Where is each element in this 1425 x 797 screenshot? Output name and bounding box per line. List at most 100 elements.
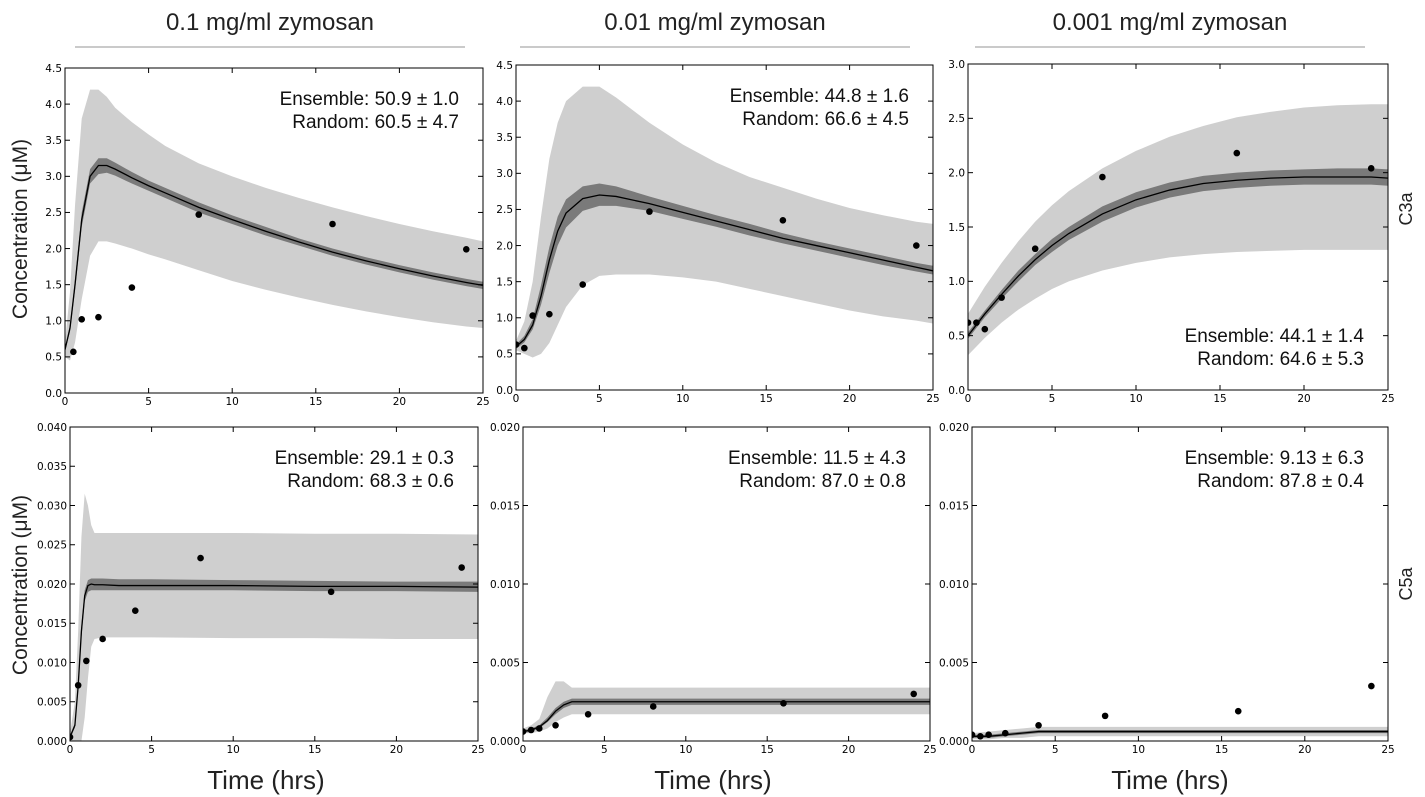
panel-c5a-col3-data-point [972, 731, 976, 739]
panel-c5a-col2-ytick-label: 0.005 [490, 657, 520, 669]
panel-c3a-col2-ytick-label: 0.5 [496, 349, 513, 361]
panel-c3a-col3-data-point [1367, 165, 1375, 172]
panel-c3a-col2-xtick-label: 0 [513, 393, 520, 405]
panel-c3a-col1-ytick-label: 0.5 [45, 352, 62, 364]
panel-c5a-col2-xtick-label: 0 [520, 744, 527, 756]
panel-c5a-col2-xtick-label: 5 [601, 744, 608, 756]
panel-c3a-col2-data-point [546, 310, 553, 318]
ylabel-top: Concentration (μM) [9, 139, 32, 319]
panel-c5a-col3-xtick-label: 25 [1381, 744, 1394, 756]
panel-c5a-col3-annotation-random: Random: 87.8 ± 0.4 [1197, 471, 1364, 492]
panel-c3a-col3-data-point [998, 294, 1005, 301]
panel-c3a-col3-data-point [1031, 245, 1039, 253]
panel-c5a-col3-ytick-label: 0.005 [939, 657, 969, 669]
panel-c3a-col3-ytick-label: 3.0 [948, 59, 965, 71]
panel-c3a-col2-xtick-label: 25 [926, 393, 939, 405]
panel-c5a-col1-data-point [327, 588, 335, 596]
panel-c5a-col1-mean-line [70, 583, 478, 738]
panel-c3a-col2-annotation-ensemble: Ensemble: 44.8 ± 1.6 [730, 86, 909, 107]
panel-c5a-col1-data-point [131, 607, 139, 614]
panel-c5a-col2-ytick-label: 0.010 [490, 579, 520, 591]
panel-c3a-col3-xtick-label: 5 [1049, 393, 1056, 405]
panel-c3a-col3-ytick-label: 1.5 [948, 222, 965, 234]
panel-c3a-col2-data-point [579, 281, 587, 288]
column-title-1: 0.1 mg/ml zymosan [166, 9, 374, 36]
panel-c5a-col1-ytick-label: 0.000 [37, 736, 67, 748]
panel-c3a-col3-ytick-label: 2.5 [948, 113, 965, 125]
panel-c3a-col1-ytick-label: 4.0 [45, 99, 62, 111]
row-label-c3a: C3a [1396, 192, 1416, 226]
panel-c3a-col3-xtick-label: 25 [1381, 393, 1394, 405]
panel-c3a-col1-data-point [70, 348, 77, 356]
panel-c5a-col3-data-point [1368, 682, 1375, 690]
panel-c3a-col1-data-point [78, 316, 86, 323]
panel-c5a-col1-ytick-label: 0.005 [37, 697, 67, 709]
panel-c3a-col1-mean-line [65, 164, 483, 350]
panel-c3a-col1-ytick-label: 2.0 [45, 243, 62, 255]
panel-c3a-col1-plot-area [65, 89, 483, 361]
panel-c3a-col2-data-point [646, 208, 653, 215]
panel-c5a-col1-xtick-label: 20 [390, 744, 403, 756]
panel-c3a-col1-xtick-label: 20 [393, 396, 406, 408]
panel-c3a-col2-ytick-label: 4.0 [496, 96, 513, 108]
panel-c3a-col1-ytick-label: 0.0 [45, 388, 62, 400]
panel-c5a-col1-data-point [197, 554, 204, 562]
panel-c3a-col2-ytick-label: 1.0 [496, 313, 513, 325]
panel-c5a-col3-data-point [1234, 707, 1242, 715]
panel-c5a-col1-ytick-label: 0.025 [37, 540, 67, 552]
panel-c3a-col3-data-point [968, 319, 972, 326]
panel-c3a-col2-data-point [521, 344, 528, 352]
panel-c3a-col1-ytick-label: 1.0 [45, 316, 62, 328]
panel-c3a-col2-ytick-label: 1.5 [496, 276, 513, 288]
column-title-2: 0.01 mg/ml zymosan [604, 9, 825, 36]
xlabel-col-3: Time (hrs) [1111, 765, 1228, 795]
panel-c5a-col3-ytick-label: 0.010 [939, 579, 969, 591]
panel-c5a-col3-data-point [1001, 729, 1009, 737]
subplot-grid: 0 5 10 15 20 25 0.0 0.5 1.0 1.5 2.0 2.5 3.0 3.5 4.0 4.5… [37, 59, 1395, 756]
panel-c3a-col1-data-point [329, 220, 336, 228]
panel-c3a-col3-annotation-ensemble: Ensemble: 44.1 ± 1.4 [1185, 326, 1365, 347]
panel-c5a-col1-xtick-label: 10 [227, 744, 240, 756]
panel-c5a-col2-data-point [523, 728, 527, 735]
panel-c3a-col1-xtick-label: 15 [309, 396, 322, 408]
panel-c5a-col2-data-point [780, 700, 787, 707]
panel-c3a-col3-xtick-label: 15 [1213, 393, 1226, 405]
panel-c5a-col1-data-point [458, 564, 465, 571]
panel-c3a-col3-data-point [1099, 173, 1106, 181]
panel-c5a-col2-annotation-ensemble: Ensemble: 11.5 ± 4.3 [728, 448, 906, 469]
panel-c5a-col3-xtick-label: 20 [1298, 744, 1311, 756]
panel-c5a-col1-data-point [99, 635, 106, 643]
panel-c3a-col2-ytick-label: 4.5 [496, 60, 513, 72]
panel-c5a-col3-ytick-label: 0.020 [939, 422, 969, 434]
panel-c3a-col2: 0 5 10 15 20 25 0.0 0.5 1.0 1.5 2.0 2.5 3.0 3.5 4.0 4.5… [496, 60, 939, 405]
panel-c5a-col2-annotation-random: Random: 87.0 ± 0.8 [739, 471, 906, 492]
panel-c3a-col1-frame [64, 67, 484, 394]
panel-c3a-col1-xtick-label: 25 [476, 396, 489, 408]
panel-c5a-col2-light-band [523, 681, 930, 734]
panel-c3a-col2-annotation-random: Random: 66.6 ± 4.5 [742, 109, 909, 130]
panel-c5a-col1-plot-area [70, 493, 478, 741]
panel-c5a-col3-xtick-label: 0 [969, 744, 976, 756]
panel-c3a-col3-annotation-random: Random: 64.6 ± 5.3 [1197, 349, 1364, 370]
panel-c5a-col1: 0 5 10 15 20 25 0.000 0.005 0.010 0.015 0.020 0.025… [37, 422, 485, 756]
panel-c5a-col1-ytick-label: 0.020 [37, 579, 67, 591]
panel-c5a-col1-data-point [74, 681, 82, 689]
column-title-3: 0.001 mg/ml zymosan [1053, 9, 1288, 36]
panel-c5a-col1-annotation-ensemble: Ensemble: 29.1 ± 0.3 [275, 448, 454, 469]
panel-c5a-col2-data-point [910, 690, 918, 698]
panel-c5a-col2-xtick-label: 25 [923, 744, 936, 756]
panel-c5a-col3-xtick-label: 10 [1132, 744, 1145, 756]
panel-c5a-col2: 0 5 10 15 20 25 0.000 0.005 0.010 0.015 0.020 Ensem… [490, 422, 937, 756]
panel-c3a-col3-ytick-label: 1.0 [948, 276, 965, 288]
panel-c3a-col1-ytick-label: 2.5 [45, 207, 62, 219]
panel-c5a-col3-ytick-label: 0.000 [939, 736, 969, 748]
panel-c3a-col2-data-point [913, 242, 920, 249]
panel-c3a-col2-data-point [529, 312, 536, 319]
panel-c5a-col2-data-point [535, 725, 543, 732]
panel-c3a-col3-light-band [968, 104, 1388, 356]
ylabel-bottom: Concentration (μM) [9, 495, 32, 675]
panel-c3a-col1: 0 5 10 15 20 25 0.0 0.5 1.0 1.5 2.0 2.5 3.0 3.5 4.0 4.5… [45, 63, 489, 408]
panel-c3a-col3-data-point [1233, 149, 1241, 157]
panel-c3a-col1-data-point [462, 245, 470, 253]
